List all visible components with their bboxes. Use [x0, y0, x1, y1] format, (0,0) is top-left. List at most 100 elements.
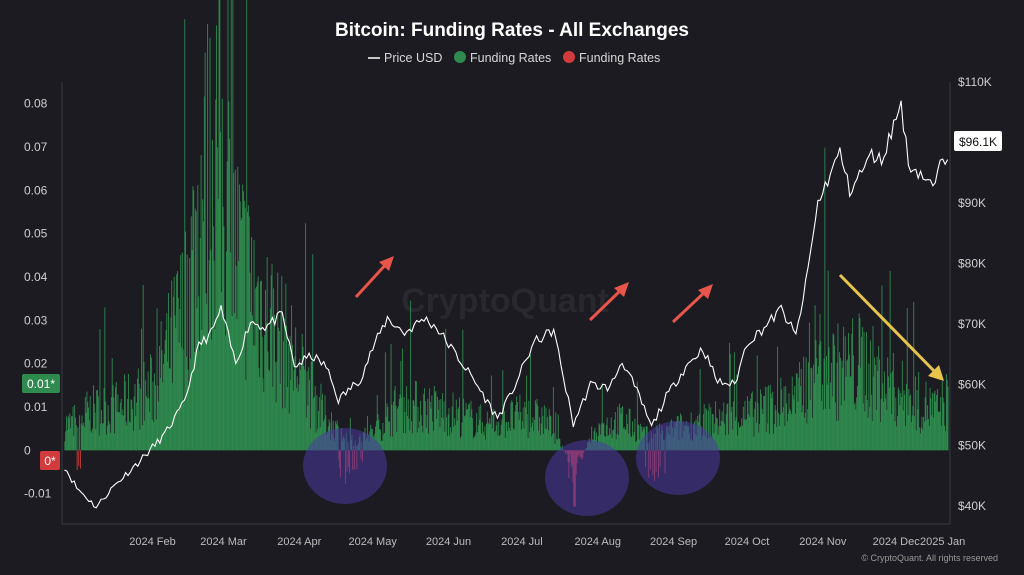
funding-rate-bar [441, 417, 443, 451]
funding-rate-bar [79, 450, 81, 469]
funding-rate-bar [75, 417, 76, 451]
funding-rate-bar [917, 409, 919, 451]
funding-rate-bar [618, 403, 620, 451]
funding-rate-bar [829, 408, 831, 451]
funding-rate-bar [618, 435, 620, 451]
funding-rate-bar [884, 398, 886, 451]
funding-rate-bar [801, 412, 803, 451]
funding-rate-bar [910, 394, 911, 451]
funding-rate-bar [509, 430, 511, 451]
funding-rate-bar [919, 427, 920, 451]
funding-rate-bar [722, 421, 724, 451]
funding-rate-bar [715, 417, 717, 451]
funding-rate-bar [70, 428, 72, 451]
funding-rate-bar [891, 414, 893, 451]
funding-rate-bar [99, 329, 101, 451]
funding-rate-bar [716, 418, 718, 451]
funding-rate-bar [883, 371, 885, 451]
funding-rate-bar [899, 405, 901, 451]
funding-rate-bar [893, 387, 895, 451]
funding-rate-bar [123, 374, 125, 451]
funding-rate-bar [707, 410, 709, 451]
funding-rate-bar [945, 374, 947, 451]
funding-rate-bar [458, 407, 460, 451]
x-tick-label: 2024 Aug [574, 536, 621, 548]
funding-rate-bar [238, 261, 240, 451]
funding-rate-bar [632, 435, 634, 451]
funding-rate-bar [77, 427, 79, 451]
funding-rate-bar [861, 327, 863, 451]
funding-rate-bar [311, 360, 313, 451]
funding-rate-bar [825, 408, 827, 451]
funding-rate-bar [807, 409, 809, 451]
funding-rate-bar [776, 427, 778, 451]
annotation-circle-sep [636, 421, 720, 495]
funding-rate-bar [78, 450, 80, 467]
funding-rate-bar [261, 336, 263, 451]
legend-label-price[interactable]: Price USD [384, 51, 442, 65]
funding-rate-bar [180, 254, 182, 451]
funding-rate-bar [225, 251, 227, 451]
funding-rate-bar [743, 419, 745, 451]
funding-rate-bar [218, 0, 220, 451]
legend-label-funding-positive[interactable]: Funding Rates [470, 51, 551, 65]
x-axis: 2024 Feb 2024 Mar 2024 Apr 2024 May 2024 Jun… [129, 536, 965, 548]
funding-rate-bar [773, 423, 775, 451]
funding-rate-bar [119, 402, 121, 451]
funding-rate-bar [633, 431, 635, 451]
funding-rate-bar [234, 312, 235, 451]
funding-rate-bar [212, 226, 214, 451]
funding-rate-bar [734, 420, 736, 451]
funding-rate-bar [623, 426, 625, 451]
funding-rate-bar [796, 373, 798, 451]
funding-rate-bar [189, 257, 191, 451]
funding-rate-bar [866, 332, 867, 451]
funding-rate-bar [245, 380, 247, 451]
price-badge-text: $96.1K [959, 135, 997, 149]
funding-rate-bar [166, 313, 168, 451]
funding-rate-bar [906, 308, 908, 451]
funding-rate-bar [177, 297, 179, 451]
funding-rate-bar [150, 357, 152, 451]
annotation-circles [303, 421, 720, 516]
funding-rate-bar [394, 386, 396, 451]
funding-rate-bar [534, 419, 536, 451]
left-tick-label: 0.08 [24, 97, 48, 111]
funding-rate-bar [831, 396, 833, 451]
funding-rate-bar [832, 333, 834, 451]
funding-rate-bar [480, 404, 482, 451]
x-tick-label: 2024 Feb [129, 536, 175, 548]
funding-rate-bar [473, 437, 475, 451]
funding-rate-bar [552, 434, 553, 451]
funding-rate-bar [108, 421, 110, 451]
funding-rate-bar [855, 409, 857, 451]
funding-rate-bar [204, 52, 206, 451]
funding-rate-bar [459, 438, 461, 451]
funding-rate-bar [392, 436, 394, 451]
funding-rate-bar [475, 432, 477, 451]
funding-rate-bar [65, 431, 67, 451]
funding-rate-bar [465, 403, 467, 451]
funding-rate-bar [857, 385, 858, 451]
funding-rate-bar [735, 416, 737, 451]
funding-rate-bar [429, 401, 431, 451]
legend-label-funding-negative[interactable]: Funding Rates [579, 51, 660, 65]
funding-rate-bar [256, 286, 257, 451]
funding-rate-bar [524, 401, 526, 451]
funding-rate-bar [119, 411, 120, 451]
funding-rate-bar [877, 371, 879, 451]
funding-rate-bar [942, 397, 944, 451]
funding-rate-bar [452, 392, 454, 451]
funding-rate-bar [194, 351, 195, 451]
funding-rate-bar [909, 396, 911, 451]
funding-rate-bar [544, 428, 546, 451]
funding-rate-bar [118, 412, 120, 451]
funding-rate-bar [548, 408, 550, 451]
funding-rate-bar [504, 437, 506, 451]
funding-rate-bar [133, 396, 135, 451]
funding-rate-bar [539, 417, 540, 451]
funding-rate-bar [875, 409, 877, 451]
funding-rate-bar [289, 336, 291, 451]
funding-rate-bar [526, 413, 528, 451]
funding-rate-bar [598, 423, 600, 451]
